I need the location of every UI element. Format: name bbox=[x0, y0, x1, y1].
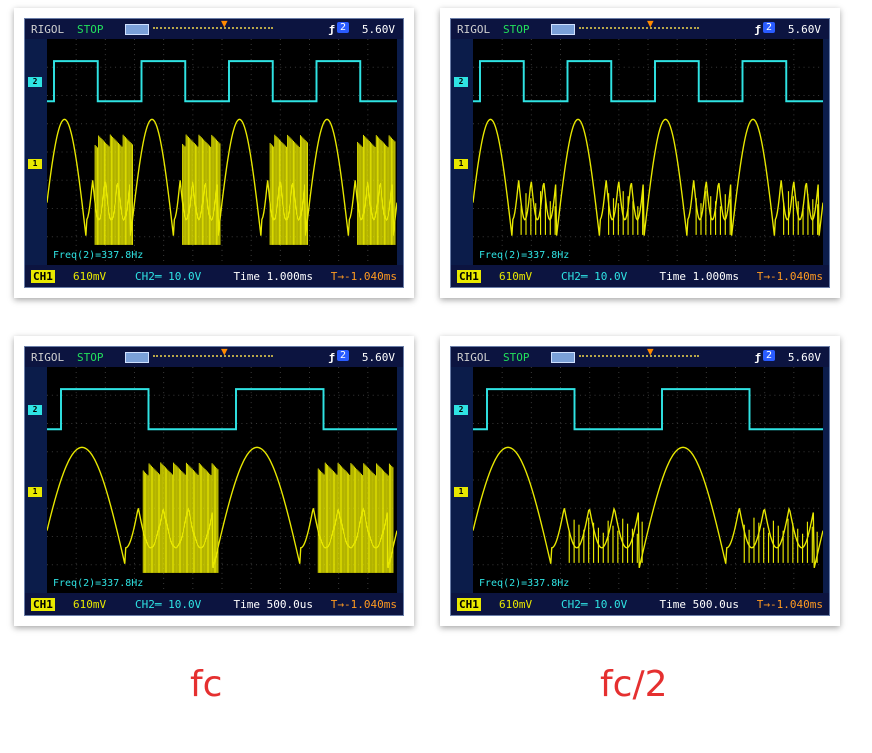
scope-panel-fc2-500us: RIGOL STOP ▼ ƒ 2 5.60V Freq(2)=337.8Hz 2… bbox=[440, 336, 840, 626]
scope-bottom-bar: CH1 610mV CH2═ 10.0V Time 500.0us T→-1.0… bbox=[451, 593, 829, 615]
trigger-level: 5.60V bbox=[361, 23, 395, 36]
trigger-offset: T→-1.040ms bbox=[330, 270, 397, 283]
ch1-badge: CH1 bbox=[31, 598, 55, 611]
memory-depth-indicator bbox=[579, 355, 699, 360]
memory-depth-indicator bbox=[153, 27, 273, 32]
battery-icon bbox=[125, 352, 149, 363]
brand-label: RIGOL bbox=[31, 351, 65, 364]
ch2-marker: 2 bbox=[28, 77, 42, 87]
battery-icon bbox=[551, 24, 575, 35]
ch1-marker: 1 bbox=[28, 487, 42, 497]
waveform-screen: Freq(2)=337.8Hz bbox=[47, 39, 397, 265]
trigger-position-icon: ▼ bbox=[221, 17, 228, 30]
scope-bottom-bar: CH1 610mV CH2═ 10.0V Time 1.000ms T→-1.0… bbox=[451, 265, 829, 287]
waveform-plot bbox=[473, 367, 823, 593]
scope-top-bar: RIGOL STOP ▼ ƒ 2 5.60V bbox=[451, 345, 829, 367]
oscilloscope-display: RIGOL STOP ▼ ƒ 2 5.60V Freq(2)=337.8Hz 2… bbox=[450, 345, 830, 616]
rising-edge-icon: ƒ bbox=[328, 23, 335, 36]
ch2-scale: CH2═ 10.0V bbox=[561, 598, 628, 611]
trigger-channel-badge: 2 bbox=[762, 350, 775, 361]
oscilloscope-display: RIGOL STOP ▼ ƒ 2 5.60V Freq(2)=337.8Hz 2… bbox=[24, 17, 404, 288]
ch1-badge: CH1 bbox=[457, 270, 481, 283]
caption-fc: fc bbox=[190, 664, 223, 705]
frequency-readout: Freq(2)=337.8Hz bbox=[479, 250, 570, 261]
timebase: Time 1.000ms bbox=[233, 270, 313, 283]
scope-panel-fc2-1ms: RIGOL STOP ▼ ƒ 2 5.60V Freq(2)=337.8Hz 2… bbox=[440, 8, 840, 298]
waveform-screen: Freq(2)=337.8Hz bbox=[47, 367, 397, 593]
waveform-screen: Freq(2)=337.8Hz bbox=[473, 39, 823, 265]
trigger-level: 5.60V bbox=[787, 23, 821, 36]
trigger-position-icon: ▼ bbox=[221, 345, 228, 358]
ch1-marker: 1 bbox=[454, 159, 468, 169]
ch2-scale: CH2═ 10.0V bbox=[135, 270, 202, 283]
ch1-marker: 1 bbox=[28, 159, 42, 169]
oscilloscope-display: RIGOL STOP ▼ ƒ 2 5.60V Freq(2)=337.8Hz 2… bbox=[24, 345, 404, 616]
battery-icon bbox=[125, 24, 149, 35]
trigger-level: 5.60V bbox=[787, 351, 821, 364]
memory-depth-indicator bbox=[579, 27, 699, 32]
oscilloscope-display: RIGOL STOP ▼ ƒ 2 5.60V Freq(2)=337.8Hz 2… bbox=[450, 17, 830, 288]
brand-label: RIGOL bbox=[457, 23, 491, 36]
memory-depth-indicator bbox=[153, 355, 273, 360]
ch1-scale: 610mV bbox=[73, 270, 107, 283]
frequency-readout: Freq(2)=337.8Hz bbox=[53, 578, 144, 589]
ch1-scale: 610mV bbox=[499, 598, 533, 611]
rising-edge-icon: ƒ bbox=[328, 351, 335, 364]
trigger-offset: T→-1.040ms bbox=[756, 270, 823, 283]
scope-top-bar: RIGOL STOP ▼ ƒ 2 5.60V bbox=[25, 345, 403, 367]
trigger-channel-badge: 2 bbox=[336, 350, 349, 361]
trigger-offset: T→-1.040ms bbox=[330, 598, 397, 611]
trigger-channel-badge: 2 bbox=[762, 22, 775, 33]
ch2-marker: 2 bbox=[454, 405, 468, 415]
ch2-marker: 2 bbox=[454, 77, 468, 87]
frequency-readout: Freq(2)=337.8Hz bbox=[479, 578, 570, 589]
rising-edge-icon: ƒ bbox=[754, 23, 761, 36]
trigger-channel-badge: 2 bbox=[336, 22, 349, 33]
run-status: STOP bbox=[503, 351, 530, 364]
ch1-marker: 1 bbox=[454, 487, 468, 497]
brand-label: RIGOL bbox=[31, 23, 65, 36]
frequency-readout: Freq(2)=337.8Hz bbox=[53, 250, 144, 261]
scope-top-bar: RIGOL STOP ▼ ƒ 2 5.60V bbox=[451, 17, 829, 39]
battery-icon bbox=[551, 352, 575, 363]
trigger-offset: T→-1.040ms bbox=[756, 598, 823, 611]
trigger-position-icon: ▼ bbox=[647, 345, 654, 358]
ch1-scale: 610mV bbox=[499, 270, 533, 283]
waveform-plot bbox=[473, 39, 823, 265]
waveform-plot bbox=[47, 39, 397, 265]
timebase: Time 1.000ms bbox=[659, 270, 739, 283]
scope-bottom-bar: CH1 610mV CH2═ 10.0V Time 500.0us T→-1.0… bbox=[25, 593, 403, 615]
scope-panel-fc-500us: RIGOL STOP ▼ ƒ 2 5.60V Freq(2)=337.8Hz 2… bbox=[14, 336, 414, 626]
brand-label: RIGOL bbox=[457, 351, 491, 364]
ch1-badge: CH1 bbox=[31, 270, 55, 283]
ch2-scale: CH2═ 10.0V bbox=[561, 270, 628, 283]
run-status: STOP bbox=[77, 23, 104, 36]
timebase: Time 500.0us bbox=[233, 598, 313, 611]
scope-top-bar: RIGOL STOP ▼ ƒ 2 5.60V bbox=[25, 17, 403, 39]
waveform-plot bbox=[47, 367, 397, 593]
ch1-badge: CH1 bbox=[457, 598, 481, 611]
scope-panel-fc-1ms: RIGOL STOP ▼ ƒ 2 5.60V Freq(2)=337.8Hz 2… bbox=[14, 8, 414, 298]
scope-bottom-bar: CH1 610mV CH2═ 10.0V Time 1.000ms T→-1.0… bbox=[25, 265, 403, 287]
trigger-level: 5.60V bbox=[361, 351, 395, 364]
ch1-scale: 610mV bbox=[73, 598, 107, 611]
caption-fc-half: fc/2 bbox=[600, 664, 668, 705]
ch2-marker: 2 bbox=[28, 405, 42, 415]
run-status: STOP bbox=[77, 351, 104, 364]
rising-edge-icon: ƒ bbox=[754, 351, 761, 364]
waveform-screen: Freq(2)=337.8Hz bbox=[473, 367, 823, 593]
timebase: Time 500.0us bbox=[659, 598, 739, 611]
run-status: STOP bbox=[503, 23, 530, 36]
ch2-scale: CH2═ 10.0V bbox=[135, 598, 202, 611]
trigger-position-icon: ▼ bbox=[647, 17, 654, 30]
